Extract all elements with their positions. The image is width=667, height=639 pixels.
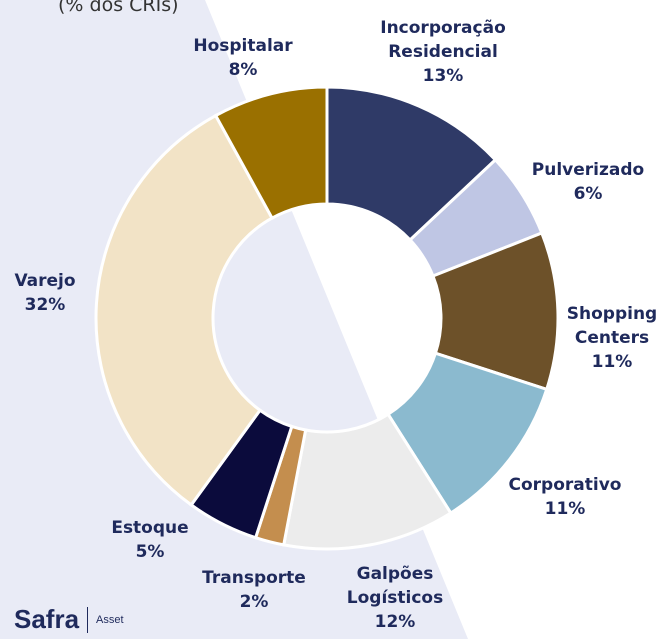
brand: Safra: [14, 604, 80, 634]
category-name: Galpões Logísticos: [346, 564, 444, 608]
value-label: 11%: [544, 499, 586, 519]
segment-label: Corporativo 11%: [490, 473, 640, 521]
background-band: [0, 0, 468, 639]
donut-segment: [94, 113, 275, 507]
value-label: 5%: [135, 542, 165, 562]
category-name: Pulverizado: [531, 160, 645, 180]
category-name: Hospitalar: [193, 36, 293, 56]
value-label: 2%: [239, 592, 269, 612]
segment-label: Incorporação Residencial 13%: [358, 16, 528, 88]
donut: [94, 85, 560, 551]
donut-segment: [213, 85, 329, 221]
segment-label: Estoque 5%: [90, 516, 210, 564]
category-name: Transporte: [202, 568, 306, 588]
value-label: 12%: [374, 612, 416, 632]
segment-label: Varejo 32%: [0, 269, 95, 317]
value-label: 6%: [573, 184, 603, 204]
category-name: Shopping Centers: [566, 304, 658, 348]
sub-brand: Asset: [96, 613, 124, 626]
chart-title: (% dos CRIs): [58, 0, 179, 16]
separator: [87, 606, 89, 633]
segment-label: Transporte 2%: [184, 566, 324, 614]
segment-label: Hospitalar 8%: [178, 34, 308, 82]
segment-label: Galpões Logísticos 12%: [330, 562, 460, 634]
logo: Safra Asset: [14, 604, 124, 635]
value-label: 32%: [24, 295, 66, 315]
category-name: Corporativo: [508, 475, 622, 495]
segment-label: Pulverizado 6%: [518, 158, 658, 206]
value-label: 11%: [591, 352, 633, 372]
category-name: Varejo: [14, 271, 76, 291]
value-label: 8%: [228, 60, 258, 80]
value-label: 13%: [422, 66, 464, 86]
segment-label: Shopping Centers 11%: [552, 302, 667, 374]
category-name: Incorporação Residencial: [380, 18, 506, 62]
category-name: Estoque: [111, 518, 189, 538]
